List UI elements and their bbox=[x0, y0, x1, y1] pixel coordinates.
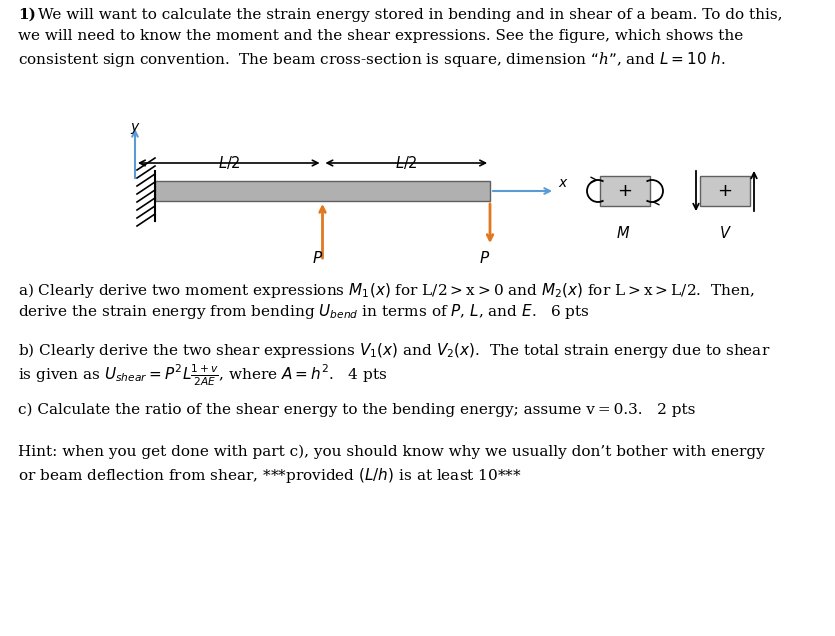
Text: $L/2$: $L/2$ bbox=[218, 154, 240, 171]
Text: $V$: $V$ bbox=[719, 225, 731, 241]
Text: consistent sign convention.  The beam cross-section is square, dimension “ℎ”, an: consistent sign convention. The beam cro… bbox=[18, 50, 726, 69]
Bar bbox=[600, 176, 650, 206]
Text: $x$: $x$ bbox=[558, 176, 569, 190]
Text: or beam deflection from shear, ***provided $(L/h)$ is at least 10***: or beam deflection from shear, ***provid… bbox=[18, 466, 522, 485]
Text: $y$: $y$ bbox=[129, 121, 140, 136]
Text: $P$: $P$ bbox=[479, 250, 491, 266]
Text: $P$: $P$ bbox=[312, 250, 323, 266]
Text: a) Clearly derive two moment expressions $M_1(x)$ for L/2 > x > 0 and $M_2(x)$ f: a) Clearly derive two moment expressions… bbox=[18, 281, 755, 300]
Text: We will want to calculate the strain energy stored in bending and in shear of a : We will want to calculate the strain ene… bbox=[38, 8, 782, 22]
Bar bbox=[155, 181, 490, 201]
Text: derive the strain energy from bending $U_{bend}$ in terms of $P$, $L$, and $E$. : derive the strain energy from bending $U… bbox=[18, 302, 590, 321]
Text: $L/2$: $L/2$ bbox=[395, 154, 418, 171]
Text: we will need to know the moment and the shear expressions. See the figure, which: we will need to know the moment and the … bbox=[18, 29, 743, 43]
Text: $+$: $+$ bbox=[617, 182, 633, 200]
Text: is given as $U_{shear} = P^2L\frac{1+v}{2AE}$, where $A = h^2$.   4 pts: is given as $U_{shear} = P^2L\frac{1+v}{… bbox=[18, 362, 387, 387]
Bar bbox=[700, 176, 750, 206]
Text: 1): 1) bbox=[18, 8, 36, 22]
Text: b) Clearly derive the two shear expressions $V_1(x)$ and $V_2(x)$.  The total st: b) Clearly derive the two shear expressi… bbox=[18, 341, 771, 360]
Text: c) Calculate the ratio of the shear energy to the bending energy; assume v = 0.3: c) Calculate the ratio of the shear ener… bbox=[18, 403, 696, 417]
Text: Hint: when you get done with part c), you should know why we usually don’t bothe: Hint: when you get done with part c), yo… bbox=[18, 445, 765, 459]
Text: $+$: $+$ bbox=[717, 182, 732, 200]
Text: $M$: $M$ bbox=[616, 225, 630, 241]
